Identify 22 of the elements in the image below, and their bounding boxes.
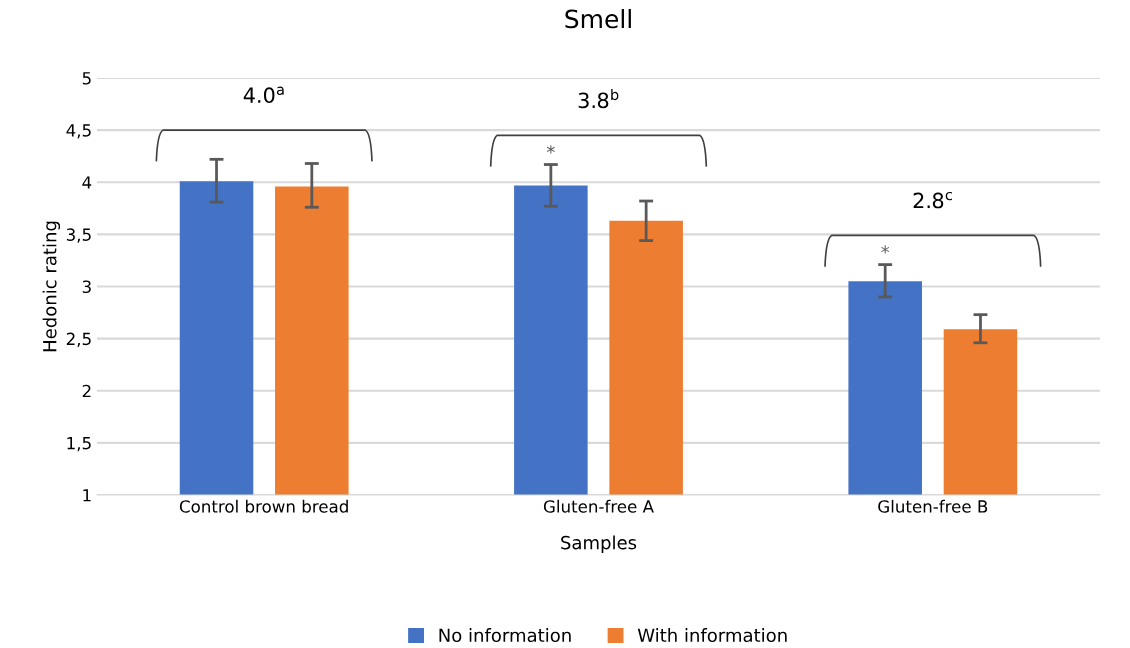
x-tick-label: Gluten-free A <box>543 499 654 513</box>
annotation: * <box>546 145 555 154</box>
y-axis-title: Hedonic rating <box>42 221 61 352</box>
y-tick-label: 2 <box>82 384 91 398</box>
legend-label: No information <box>439 628 571 643</box>
chart-title: Smell <box>565 9 631 29</box>
annotation: 4.0$^{a}$ <box>243 86 284 104</box>
annotation: * <box>881 245 890 254</box>
annotation: 2.8$^{c}$ <box>913 191 952 209</box>
x-tick-label: Control brown bread <box>179 499 348 513</box>
y-tick-label: 2,5 <box>66 332 91 347</box>
y-tick-label: 1,5 <box>67 437 91 452</box>
y-tick-label: 5 <box>82 72 91 85</box>
x-axis-title: Samples <box>561 535 637 553</box>
annotation: 3.8$^{b}$ <box>578 88 619 109</box>
y-tick-label: 3,5 <box>66 228 91 243</box>
y-tick-label: 4,5 <box>66 124 91 139</box>
x-tick-label: Gluten-free B <box>878 499 988 513</box>
legend-label: With information <box>637 628 787 643</box>
y-tick-label: 3 <box>82 280 91 294</box>
y-tick-label: 4 <box>82 176 92 189</box>
y-tick-label: 1 <box>83 489 91 502</box>
